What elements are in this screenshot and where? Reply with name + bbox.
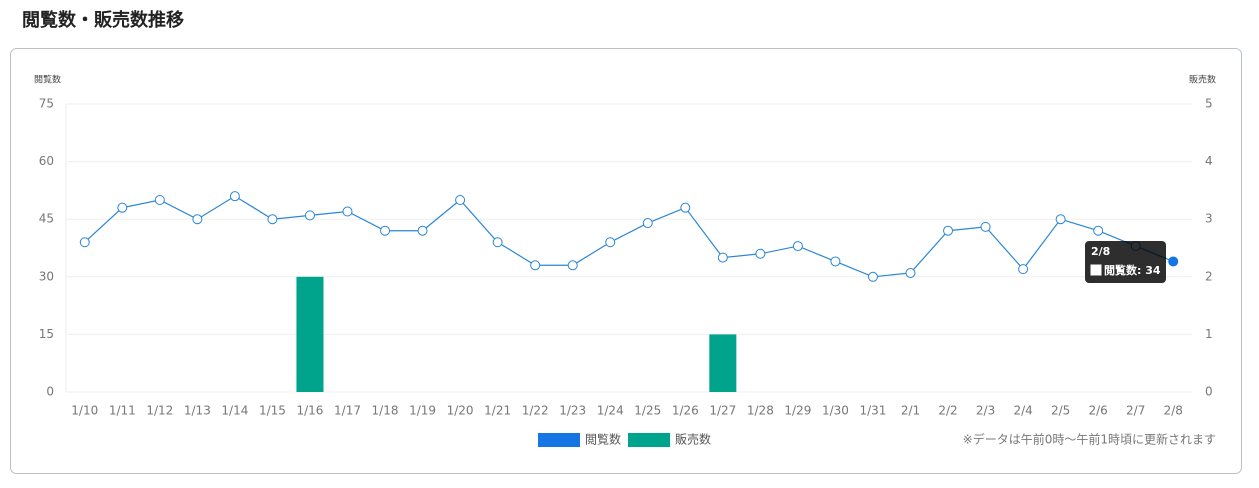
- note: ※データは午前0時～午前1時頃に更新されます: [963, 432, 1216, 447]
- tooltip-title: 2/8: [1091, 245, 1110, 258]
- x-tick-label: 2/4: [1013, 404, 1032, 418]
- point: [717, 252, 728, 263]
- tooltip: 2/8 閲覧数: 34: [1085, 241, 1166, 283]
- x-tick-label: 1/12: [146, 404, 173, 418]
- legend-label: 販売数: [675, 432, 711, 447]
- tooltip-box: [1085, 241, 1166, 283]
- point: [567, 260, 578, 271]
- y2-tick-label: 3: [1205, 212, 1213, 226]
- point: [1168, 256, 1179, 267]
- point: [943, 225, 954, 236]
- y-tick-label: 0: [46, 385, 54, 399]
- point: [267, 214, 278, 225]
- x-tick-label: 1/31: [859, 404, 886, 418]
- point: [229, 191, 240, 202]
- x-tick-label: 1/22: [522, 404, 549, 418]
- point: [867, 271, 878, 282]
- x-tick-label: 1/16: [296, 404, 323, 418]
- point: [192, 214, 203, 225]
- y2-tick-label: 2: [1205, 269, 1213, 283]
- x-tick-label: 1/29: [784, 404, 811, 418]
- line: [84, 195, 1174, 278]
- x-tick-label: 2/3: [976, 404, 995, 418]
- x-tick-label: 1/19: [409, 404, 436, 418]
- point: [380, 225, 391, 236]
- point: [304, 210, 315, 221]
- bar: [709, 334, 737, 392]
- x-tick-label: 1/24: [597, 404, 624, 418]
- x-tick-label: 1/17: [334, 404, 361, 418]
- point: [79, 237, 90, 248]
- y2-axis-label: 販売数: [1189, 74, 1216, 86]
- point: [680, 202, 691, 213]
- page-title: 閲覧数・販売数推移: [22, 9, 184, 31]
- x-tick-label: 2/7: [1126, 404, 1145, 418]
- point: [342, 206, 353, 217]
- x-tick-label: 2/6: [1089, 404, 1108, 418]
- x-tick-label: 1/21: [484, 404, 511, 418]
- x-tick-label: 2/5: [1051, 404, 1070, 418]
- tooltip-swatch: [1090, 264, 1102, 276]
- y2-tick-label: 1: [1205, 327, 1213, 341]
- x-tick-label: 1/20: [447, 404, 474, 418]
- point: [417, 225, 428, 236]
- x-tick-label: 2/8: [1164, 404, 1183, 418]
- x-tick-label: 1/28: [747, 404, 774, 418]
- x-tick-label: 1/10: [71, 404, 98, 418]
- legend-label: 閲覧数: [585, 432, 621, 447]
- x-tick-label: 1/23: [559, 404, 586, 418]
- y-axis-label: 閲覧数: [34, 74, 61, 86]
- point: [642, 218, 653, 229]
- point: [492, 237, 503, 248]
- point: [605, 237, 616, 248]
- x-tick-label: 1/26: [672, 404, 699, 418]
- x-tick-label: 1/18: [372, 404, 399, 418]
- legend-swatch: [628, 433, 671, 447]
- x-tick-label: 1/11: [109, 404, 136, 418]
- y-tick-label: 60: [39, 154, 54, 168]
- point: [455, 195, 466, 205]
- y-tick-label: 15: [39, 327, 54, 341]
- y2-tick-label: 5: [1205, 97, 1213, 111]
- tooltip-text: 閲覧数: 34: [1104, 263, 1161, 277]
- point: [905, 267, 916, 278]
- x-tick-label: 1/14: [221, 404, 248, 418]
- point: [1093, 225, 1104, 236]
- x-tick-label: 1/25: [634, 404, 661, 418]
- y-tick-label: 30: [39, 269, 54, 283]
- y2-tick-label: 4: [1205, 154, 1213, 168]
- point: [1055, 214, 1066, 225]
- point: [154, 195, 165, 205]
- point: [792, 241, 803, 252]
- y-tick-label: 75: [39, 97, 54, 111]
- x-tick-label: 1/30: [822, 404, 849, 418]
- x-tick-label: 1/13: [184, 404, 211, 418]
- x-tick-label: 1/15: [259, 404, 286, 418]
- y2-tick-label: 0: [1205, 385, 1213, 399]
- point: [755, 248, 766, 259]
- x-tick-label: 1/27: [709, 404, 736, 418]
- bar: [296, 276, 324, 392]
- x-tick-label: 2/2: [938, 404, 957, 418]
- point: [117, 202, 128, 213]
- point: [830, 256, 841, 267]
- legend-swatch: [538, 433, 580, 447]
- point: [1018, 264, 1029, 275]
- point: [980, 221, 991, 232]
- y-tick-label: 45: [39, 212, 54, 226]
- x-tick-label: 2/1: [901, 404, 920, 418]
- point: [530, 260, 541, 271]
